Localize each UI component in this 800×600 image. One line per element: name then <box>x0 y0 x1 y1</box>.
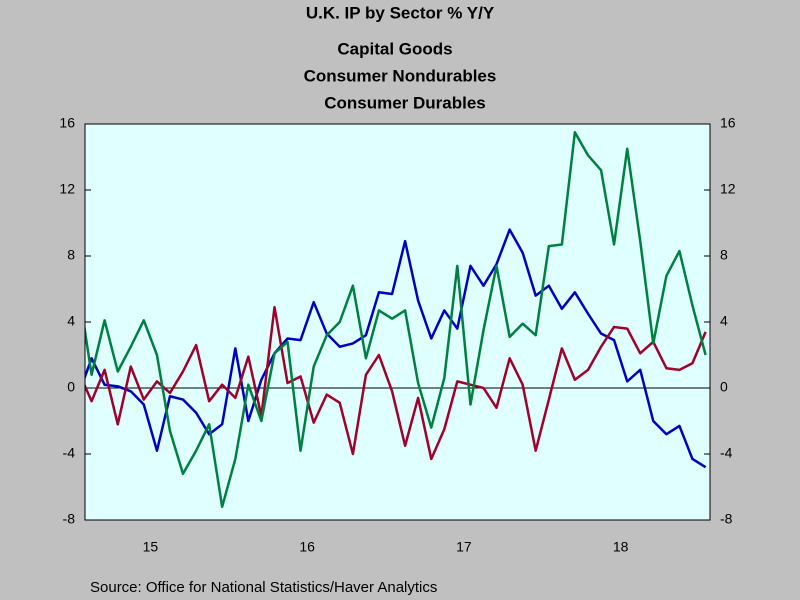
y2-tick-label: -8 <box>720 511 733 527</box>
x-tick-label: 16 <box>299 539 315 555</box>
legend-label: Consumer Durables <box>324 93 486 112</box>
legend-label: Capital Goods <box>337 39 452 58</box>
y2-tick-label: 4 <box>720 313 728 329</box>
y-tick-label: -8 <box>63 511 76 527</box>
y2-tick-label: -4 <box>720 445 733 461</box>
plot-frame <box>84 123 711 521</box>
legend-label: Consumer Nondurables <box>304 66 497 85</box>
x-tick-label: 17 <box>456 539 472 555</box>
y-tick-label: 8 <box>67 247 75 263</box>
y-tick-label: 4 <box>67 313 75 329</box>
series-group <box>85 131 707 509</box>
y2-tick-label: 0 <box>720 379 728 395</box>
series-line <box>85 131 707 509</box>
series-line <box>85 305 707 461</box>
series-line <box>85 228 707 469</box>
y2-tick-label: 12 <box>720 181 736 197</box>
chart-title: U.K. IP by Sector % Y/Y <box>306 3 495 22</box>
y-tick-label: 0 <box>67 379 75 395</box>
y2-tick-label: 8 <box>720 247 728 263</box>
x-tick-label: 15 <box>143 539 159 555</box>
y-tick-label: 12 <box>59 181 75 197</box>
source-note: Source: Office for National Statistics/H… <box>90 579 437 596</box>
y2-tick-label: 16 <box>720 115 736 131</box>
y-tick-label: 16 <box>59 115 75 131</box>
plot-area <box>85 124 710 520</box>
x-tick-label: 18 <box>613 539 629 555</box>
y-tick-label: -4 <box>63 445 76 461</box>
